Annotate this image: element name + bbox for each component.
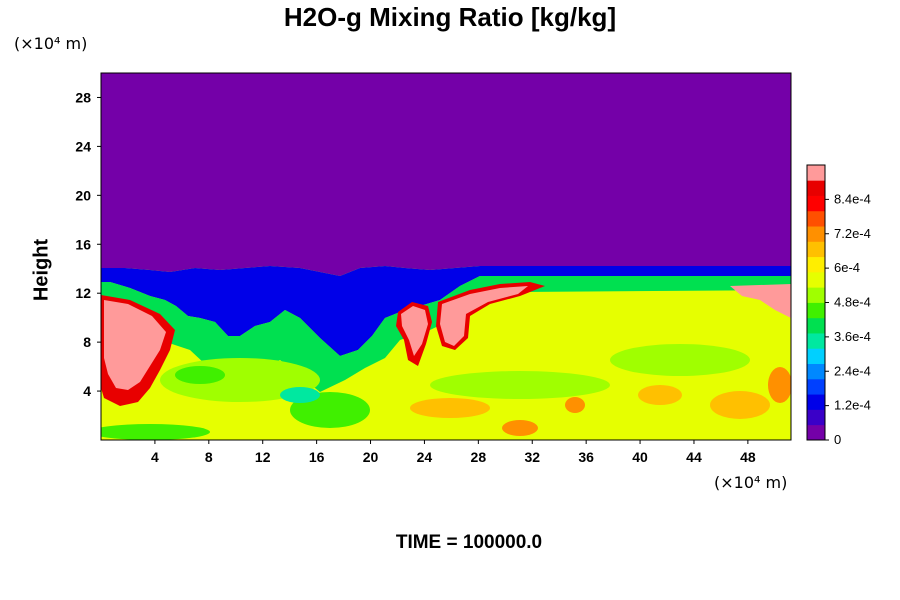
- x-tick-label: 28: [471, 449, 487, 465]
- colorbar-tick-label: 0: [834, 432, 841, 447]
- colorbar-tick-label: 2.4e-4: [834, 363, 871, 378]
- field-green-patch: [610, 344, 750, 376]
- field-orange-patch: [410, 398, 490, 418]
- field-blue-band: [101, 266, 791, 356]
- colorbar-swatch: [807, 302, 825, 319]
- x-tick-label: 32: [524, 449, 540, 465]
- colorbar-tick-label: 6e-4: [834, 260, 860, 275]
- colorbar-tick-label: 3.6e-4: [834, 329, 871, 344]
- colorbar-swatch: [807, 317, 825, 334]
- colorbar-swatch: [807, 180, 825, 196]
- x-tick-label: 12: [255, 449, 271, 465]
- field-green-patch: [430, 371, 610, 399]
- field-dry-region: [101, 73, 791, 276]
- plot-frame: [100, 72, 792, 441]
- colorbar-tick-label: 4.8e-4: [834, 295, 871, 310]
- colorbar-swatch: [807, 271, 825, 288]
- field-pink-plume: [104, 300, 166, 390]
- colorbar-tick-label: 7.2e-4: [834, 226, 871, 241]
- x-tick-label: 40: [632, 449, 648, 465]
- y-tick-label: 16: [75, 236, 91, 252]
- y-tick-label: 8: [83, 334, 91, 350]
- chart-title: H2O-g Mixing Ratio [kg/kg]: [283, 2, 617, 32]
- colorbar-swatch: [807, 226, 825, 242]
- x-tick-label: 36: [578, 449, 594, 465]
- field-pink-blob: [401, 306, 428, 356]
- field-green-patch: [101, 424, 210, 440]
- x-tick-label: 24: [417, 449, 433, 465]
- y-tick-label: 12: [75, 285, 91, 301]
- colorbar-swatch: [807, 363, 825, 380]
- field-orange-patch: [638, 385, 682, 405]
- colorbar-swatch: [807, 210, 825, 227]
- y-tick-label: 20: [75, 187, 91, 203]
- field-orange-patch: [565, 397, 585, 413]
- y-tick-label: 4: [83, 383, 91, 399]
- x-axis-unit: (×10⁴ m): [714, 473, 788, 492]
- colorbar-swatch: [807, 394, 825, 410]
- field-green-patch: [280, 387, 320, 403]
- colorbar-swatch: [807, 256, 825, 273]
- y-axis-unit: (×10⁴ m): [14, 34, 88, 53]
- y-tick-label: 24: [75, 138, 91, 154]
- colorbar-swatch: [807, 195, 825, 212]
- x-tick-label: 16: [309, 449, 325, 465]
- mixing-ratio-field: [101, 73, 791, 440]
- field-pink-blob: [440, 286, 528, 346]
- field-green-patch: [175, 366, 225, 384]
- colorbar-swatch: [807, 348, 825, 365]
- x-tick-label: 20: [363, 449, 379, 465]
- field-orange-patch: [502, 420, 538, 436]
- colorbar-swatch: [807, 165, 825, 181]
- colorbar-swatch: [807, 333, 825, 349]
- colorbar-tick-label: 1.2e-4: [834, 398, 871, 413]
- colorbar-swatch: [807, 241, 825, 258]
- field-orange-patch: [710, 391, 770, 419]
- x-tick-label: 48: [740, 449, 756, 465]
- field-orange-patch: [768, 367, 791, 403]
- field-pink-edge: [730, 284, 791, 318]
- x-tick-label: 8: [205, 449, 213, 465]
- x-tick-label: 4: [151, 449, 159, 465]
- x-axis: 4 8 12 16 20 24 28 32 36 40 44 48: [151, 440, 756, 465]
- colorbar-swatch: [807, 378, 825, 395]
- colorbar-swatch: [807, 424, 825, 441]
- x-tick-label: 44: [686, 449, 702, 465]
- colorbar-swatch: [807, 409, 825, 426]
- y-tick-label: 28: [75, 89, 91, 105]
- y-axis: 4 8 12 16 20 24 28: [75, 89, 101, 399]
- time-annotation: TIME = 100000.0: [395, 532, 543, 553]
- colorbar: 0 1.2e-4 2.4e-4 3.6e-4 4.8e-4 6e-4 7.2e-4 8.4e-…: [806, 164, 871, 447]
- colorbar-tick-label: 8.4e-4: [834, 191, 871, 206]
- colorbar-swatch: [807, 287, 825, 303]
